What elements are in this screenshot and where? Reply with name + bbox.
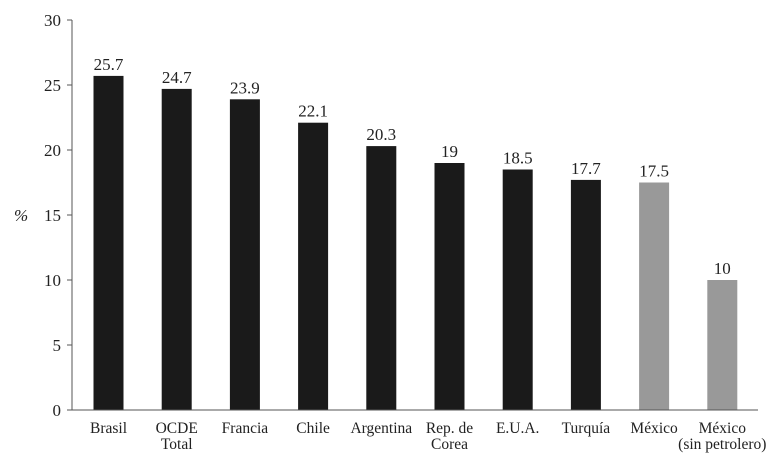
x-category-label: Total	[161, 436, 193, 453]
x-category-label: (sin petrolero)	[678, 436, 766, 453]
data-labels: 25.7 24.7 23.9 22.1 20.3 19 18.5 17.7 17.5 10	[94, 55, 731, 278]
y-tick-label: 0	[53, 401, 62, 420]
bar	[707, 280, 738, 410]
bar-data-label: 10	[714, 259, 731, 278]
bar	[434, 163, 465, 410]
bar-data-label: 17.7	[571, 159, 601, 178]
bar	[229, 99, 260, 411]
bar-data-label: 25.7	[94, 55, 124, 74]
bar-data-label: 24.7	[162, 68, 192, 87]
x-category-label: E.U.A.	[496, 420, 539, 437]
bar	[639, 182, 670, 410]
bar-data-label: 18.5	[503, 149, 533, 168]
x-category-label: Corea	[431, 436, 468, 453]
x-category-label: México	[630, 420, 678, 437]
x-category-label: OCDE	[156, 420, 198, 437]
bar	[298, 122, 329, 410]
y-axis-label: %	[14, 206, 28, 225]
bar	[502, 169, 533, 410]
x-category-label: Rep. de	[426, 420, 473, 437]
bar-data-label: 20.3	[366, 125, 396, 144]
bar-data-label: 23.9	[230, 78, 260, 97]
y-tick-label: 5	[53, 336, 62, 355]
y-axis-ticks: 0 5 10 15 20 25 30	[44, 11, 72, 420]
x-category-label: Chile	[296, 420, 330, 437]
bar	[570, 179, 601, 410]
x-category-label: Argentina	[350, 420, 412, 437]
bar-data-label: 17.5	[639, 162, 669, 181]
y-tick-label: 10	[44, 271, 61, 290]
x-category-label: Francia	[222, 420, 269, 437]
x-category-label: Brasil	[90, 420, 127, 437]
bar	[366, 146, 397, 410]
bars	[93, 75, 738, 411]
y-tick-label: 20	[44, 141, 61, 160]
x-category-label: México	[699, 420, 747, 437]
bar-data-label: 22.1	[298, 102, 328, 121]
y-tick-label: 15	[44, 206, 61, 225]
x-category-label: Turquía	[562, 420, 611, 437]
bar	[161, 88, 192, 411]
y-tick-label: 30	[44, 11, 61, 30]
y-tick-label: 25	[44, 76, 61, 95]
bar-data-label: 19	[441, 142, 458, 161]
bar	[93, 75, 124, 411]
